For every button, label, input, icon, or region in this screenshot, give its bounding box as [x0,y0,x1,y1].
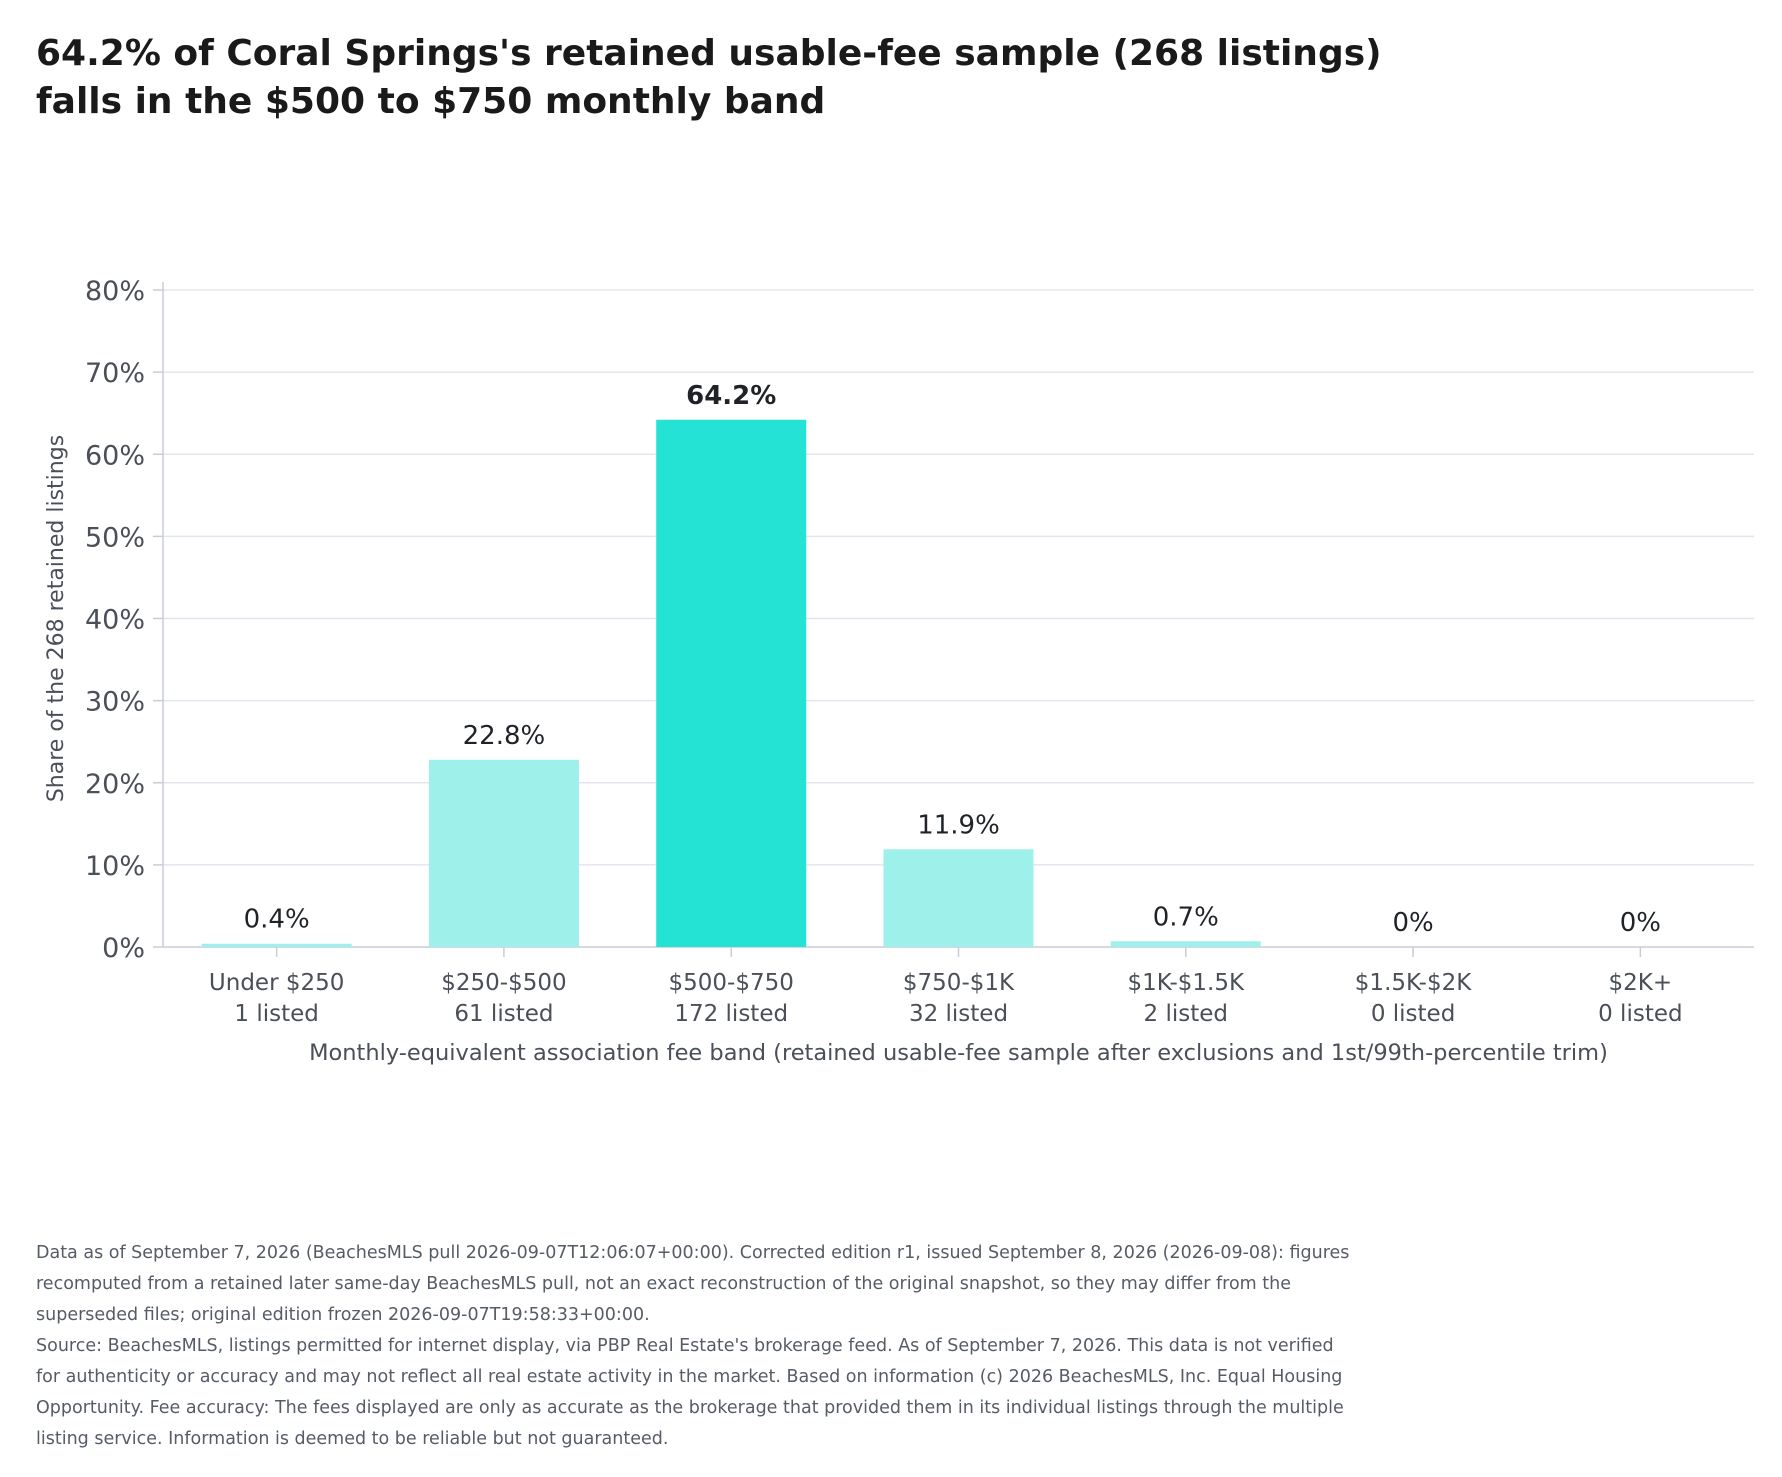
y-tick-label: 70% [85,358,145,389]
bar-0 [201,943,352,947]
y-tick-label: 30% [85,687,145,718]
bar-3 [883,849,1034,947]
data-note-line: Data as of September 7, 2026 (BeachesMLS… [36,1243,1350,1263]
source-note-line: Source: BeachesMLS, listings permitted f… [36,1336,1334,1356]
chart-title-line: falls in the $500 to $750 monthly band [36,81,826,122]
x-tick-count: 172 listed [674,1001,788,1027]
footnotes: Data as of September 7, 2026 (BeachesMLS… [36,1238,1436,1455]
chart-title-line: 64.2% of Coral Springs's retained usable… [36,33,1382,74]
data-label: 0.7% [1153,902,1219,932]
x-tick-count: 1 listed [234,1001,318,1027]
y-tick-label: 0% [102,933,145,964]
x-tick-label: $250-$500 [441,970,566,996]
y-tick-label: 40% [85,605,145,636]
source-note-line: for authenticity or accuracy and may not… [36,1367,1343,1387]
bar-1 [428,759,579,947]
x-tick-count: 2 listed [1144,1001,1228,1027]
data-label: 11.9% [917,810,1000,840]
y-tick-label: 80% [85,276,145,307]
x-tick-label: $1K-$1.5K [1128,970,1245,996]
y-tick-label: 50% [85,522,145,553]
chart-title: 64.2% of Coral Springs's retained usable… [36,30,1436,126]
data-label: 0% [1392,908,1433,938]
bar-2 [656,419,807,947]
x-tick-label: $1.5K-$2K [1355,970,1472,996]
x-tick-label: $750-$1K [903,970,1015,996]
fee-band-bar-chart: 0% 10% 20% 30% 40% 50% 60% 70% 80% Share of the 2… [44,276,1754,1066]
data-label: 0.4% [244,905,310,935]
x-tick-label: $2K+ [1609,970,1673,996]
data-note-line: recomputed from a retained later same-da… [36,1274,1291,1294]
source-note: Source: BeachesMLS, listings permitted f… [36,1331,1436,1455]
data-label: 22.8% [463,721,546,751]
bar-4 [1110,941,1261,947]
data-note-line: superseded files; original edition froze… [36,1305,650,1325]
x-tick-label: Under $250 [209,970,344,996]
x-tick-label: $500-$750 [669,970,794,996]
x-tick-count: 0 listed [1598,1001,1682,1027]
y-tick-label: 60% [85,440,145,471]
data-label: 0% [1620,908,1661,938]
source-note-line: Opportunity. Fee accuracy: The fees disp… [36,1398,1344,1418]
y-tick-label: 10% [85,851,145,882]
x-tick-count: 0 listed [1371,1001,1455,1027]
data-note: Data as of September 7, 2026 (BeachesMLS… [36,1238,1436,1331]
x-tick-count: 61 listed [454,1001,553,1027]
y-tick-label: 20% [85,769,145,800]
data-label: 64.2% [686,381,776,411]
x-tick-count: 32 listed [909,1001,1008,1027]
source-note-line: listing service. Information is deemed t… [36,1429,669,1449]
y-axis-label: Share of the 268 retained listings [44,435,69,802]
x-axis-label: Monthly-equivalent association fee band … [309,1040,1608,1066]
